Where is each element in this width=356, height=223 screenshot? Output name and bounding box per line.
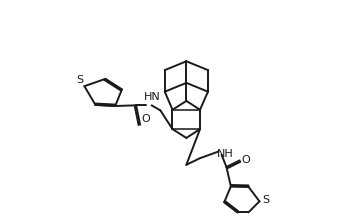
Text: HN: HN [144,92,161,102]
Text: S: S [76,75,83,85]
Text: O: O [241,155,250,165]
Text: NH: NH [217,149,234,159]
Text: S: S [262,195,269,205]
Text: O: O [141,114,150,124]
